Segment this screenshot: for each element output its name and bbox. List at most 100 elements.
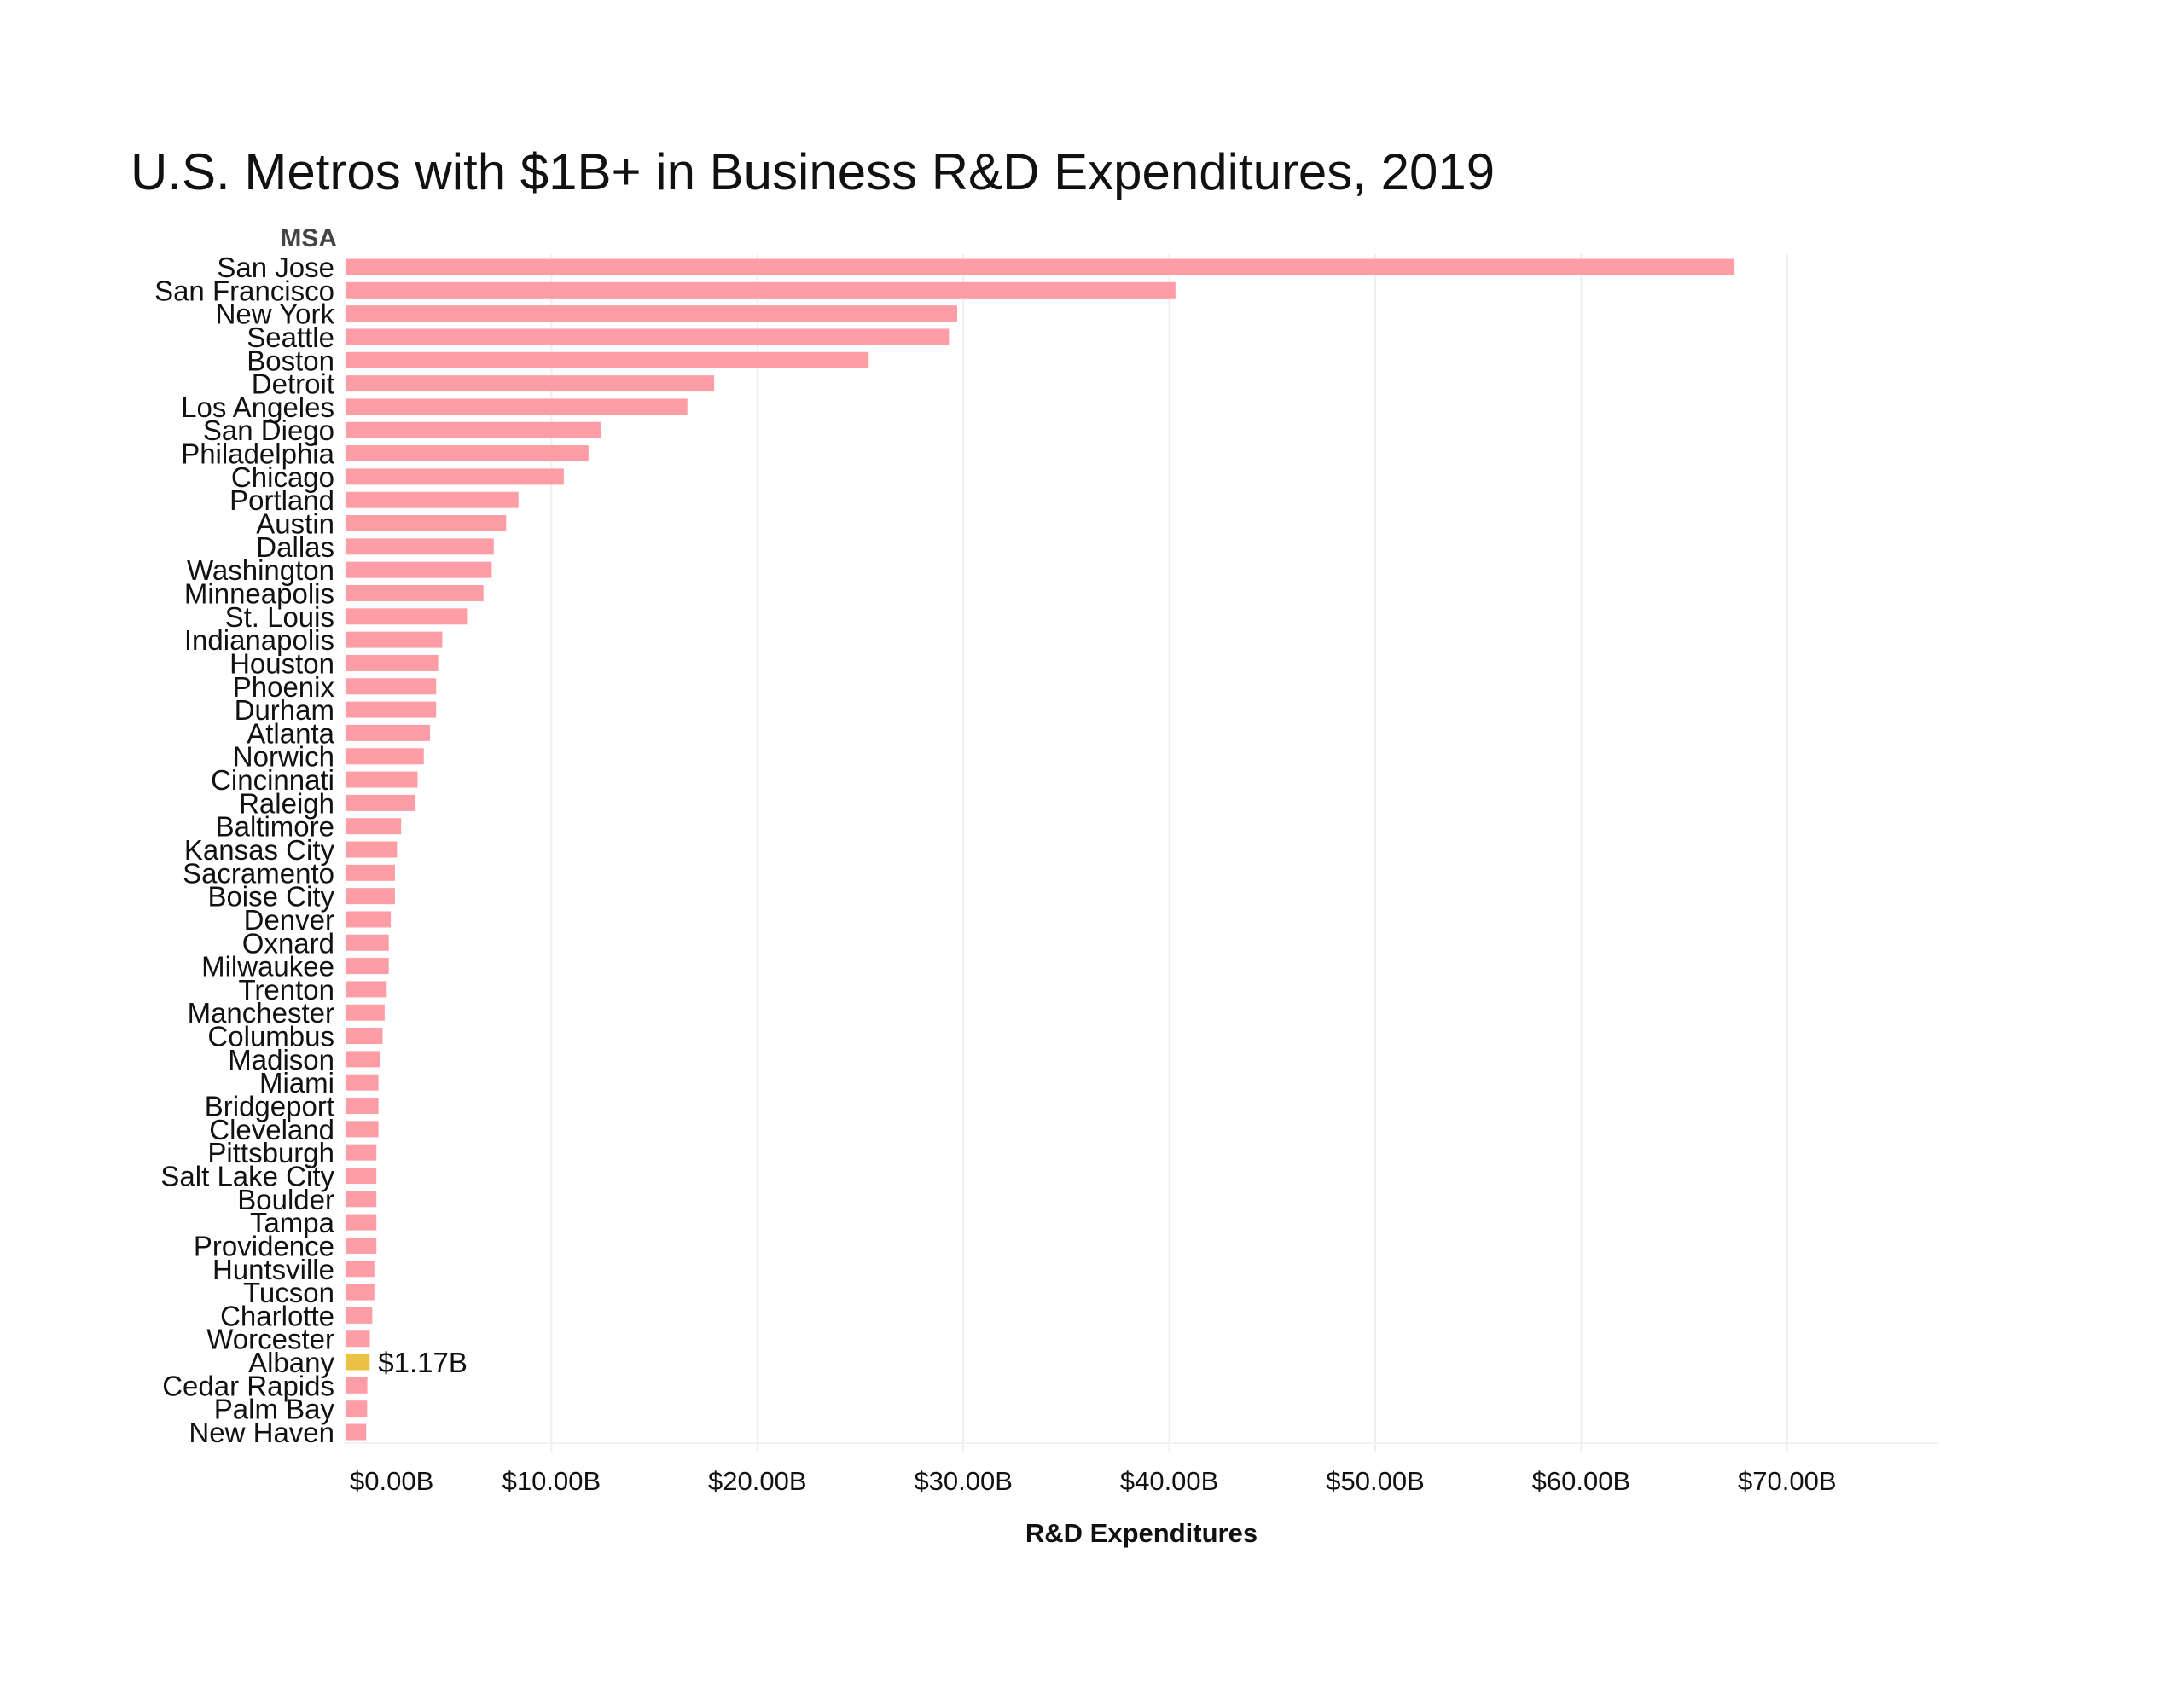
bar-huntsville[interactable] — [346, 1261, 375, 1278]
category-label: Columbus — [207, 1021, 334, 1052]
category-label: Cincinnati — [211, 764, 334, 796]
bar-dallas[interactable] — [346, 538, 494, 555]
bar-san-francisco[interactable] — [346, 281, 1176, 299]
bar-salt-lake-city[interactable] — [346, 1167, 377, 1184]
category-label: Miami — [259, 1067, 334, 1099]
bar-cleveland[interactable] — [346, 1121, 379, 1138]
category-label: Trenton — [238, 974, 334, 1006]
bar-norwich[interactable] — [346, 748, 424, 765]
x-tick-label: $30.00B — [914, 1466, 1013, 1496]
category-label: New Haven — [189, 1417, 334, 1448]
bar-palm-bay[interactable] — [346, 1400, 368, 1417]
bar-milwaukee[interactable] — [346, 958, 389, 975]
category-label: Cleveland — [209, 1114, 334, 1145]
bar-denver[interactable] — [346, 911, 392, 928]
category-label: Worcester — [206, 1324, 334, 1355]
category-label: Detroit — [252, 368, 334, 400]
category-label: Austin — [256, 508, 334, 540]
bar-detroit[interactable] — [346, 375, 715, 392]
bar-tucson[interactable] — [346, 1284, 375, 1301]
bar-albany[interactable] — [346, 1354, 370, 1371]
bar-boston[interactable] — [346, 351, 869, 368]
bar-durham[interactable] — [346, 701, 437, 718]
x-tick-label: $70.00B — [1738, 1466, 1837, 1496]
bar-tampa[interactable] — [346, 1214, 377, 1231]
bar-san-jose[interactable] — [346, 258, 1734, 275]
bar-sacramento[interactable] — [346, 864, 395, 881]
category-label: Phoenix — [233, 671, 335, 703]
category-label: Boise City — [207, 881, 334, 913]
bar-new-haven[interactable] — [346, 1423, 367, 1441]
category-label: Oxnard — [242, 927, 334, 959]
bar-raleigh[interactable] — [346, 794, 416, 811]
category-label: Portland — [229, 484, 334, 516]
bar-houston[interactable] — [346, 654, 439, 671]
bar-austin[interactable] — [346, 515, 507, 532]
bar-boise-city[interactable] — [346, 888, 395, 905]
bar-oxnard[interactable] — [346, 934, 389, 951]
x-tick-label: $40.00B — [1120, 1466, 1219, 1496]
category-label: Dallas — [256, 531, 334, 563]
x-axis-title: R&D Expenditures — [1025, 1518, 1258, 1548]
bar-pittsburgh[interactable] — [346, 1144, 377, 1161]
bar-kansas-city[interactable] — [346, 841, 398, 858]
category-label: Seattle — [247, 322, 334, 353]
x-tick-label: $20.00B — [708, 1466, 807, 1496]
category-label: Norwich — [233, 741, 334, 773]
category-label: Albany — [248, 1347, 334, 1378]
x-tick-label: $60.00B — [1532, 1466, 1631, 1496]
bar-portland[interactable] — [346, 491, 519, 508]
category-label: Bridgeport — [205, 1091, 334, 1122]
x-tick-labels: $0.00B $10.00B $20.00B $30.00B $40.00B $50.00… — [350, 1466, 1837, 1496]
x-tick-label: $0.00B — [350, 1466, 433, 1496]
category-label: Los Angeles — [181, 391, 334, 423]
bar-boulder[interactable] — [346, 1191, 377, 1208]
bar-bridgeport[interactable] — [346, 1098, 379, 1115]
category-label: Palm Bay — [214, 1394, 335, 1425]
category-label: Durham — [235, 694, 334, 726]
bar-madison[interactable] — [346, 1051, 381, 1068]
bar-atlanta[interactable] — [346, 724, 430, 741]
category-label: Atlanta — [247, 717, 334, 749]
category-label: Tampa — [250, 1207, 335, 1238]
bar-manchester[interactable] — [346, 1004, 385, 1021]
category-label: Houston — [229, 647, 334, 679]
category-label: Manchester — [188, 997, 334, 1029]
bar-seattle[interactable] — [346, 328, 950, 345]
bar-indianapolis[interactable] — [346, 631, 443, 648]
category-label: Huntsville — [212, 1254, 334, 1285]
x-tick-label: $10.00B — [502, 1466, 601, 1496]
category-label: Kansas City — [184, 834, 335, 866]
category-label: Charlotte — [220, 1300, 334, 1331]
category-label: Minneapolis — [184, 577, 334, 609]
category-label: Salt Lake City — [160, 1160, 334, 1191]
bar-minneapolis[interactable] — [346, 584, 484, 601]
bar-cedar-rapids[interactable] — [346, 1377, 368, 1394]
bar-trenton[interactable] — [346, 981, 387, 998]
category-label: Madison — [228, 1044, 334, 1075]
y-axis-header: MSA — [280, 224, 337, 252]
annotations: $1.17B — [378, 1347, 468, 1378]
bar-phoenix[interactable] — [346, 678, 437, 695]
bar-worcester[interactable] — [346, 1330, 370, 1348]
bar-los-angeles[interactable] — [346, 398, 688, 415]
bar-washington[interactable] — [346, 561, 492, 578]
bar-providence[interactable] — [346, 1237, 377, 1254]
bar-st-louis[interactable] — [346, 608, 468, 625]
category-label: Boulder — [237, 1184, 334, 1215]
category-label: Denver — [244, 904, 334, 936]
bar-baltimore[interactable] — [346, 818, 402, 835]
category-label: San Francisco — [154, 275, 334, 306]
category-label: Raleigh — [239, 787, 334, 819]
bar-san-diego[interactable] — [346, 421, 601, 438]
bar-philadelphia[interactable] — [346, 445, 589, 462]
bar-miami[interactable] — [346, 1074, 379, 1091]
bar-columbus[interactable] — [346, 1028, 383, 1045]
bar-charlotte[interactable] — [346, 1307, 373, 1324]
bar-chicago[interactable] — [346, 468, 564, 485]
chart-title: U.S. Metros with $1B+ in Business R&D Ex… — [131, 143, 1496, 200]
bar-cincinnati[interactable] — [346, 771, 418, 788]
bar-new-york[interactable] — [346, 305, 957, 322]
bars — [346, 258, 1734, 1441]
